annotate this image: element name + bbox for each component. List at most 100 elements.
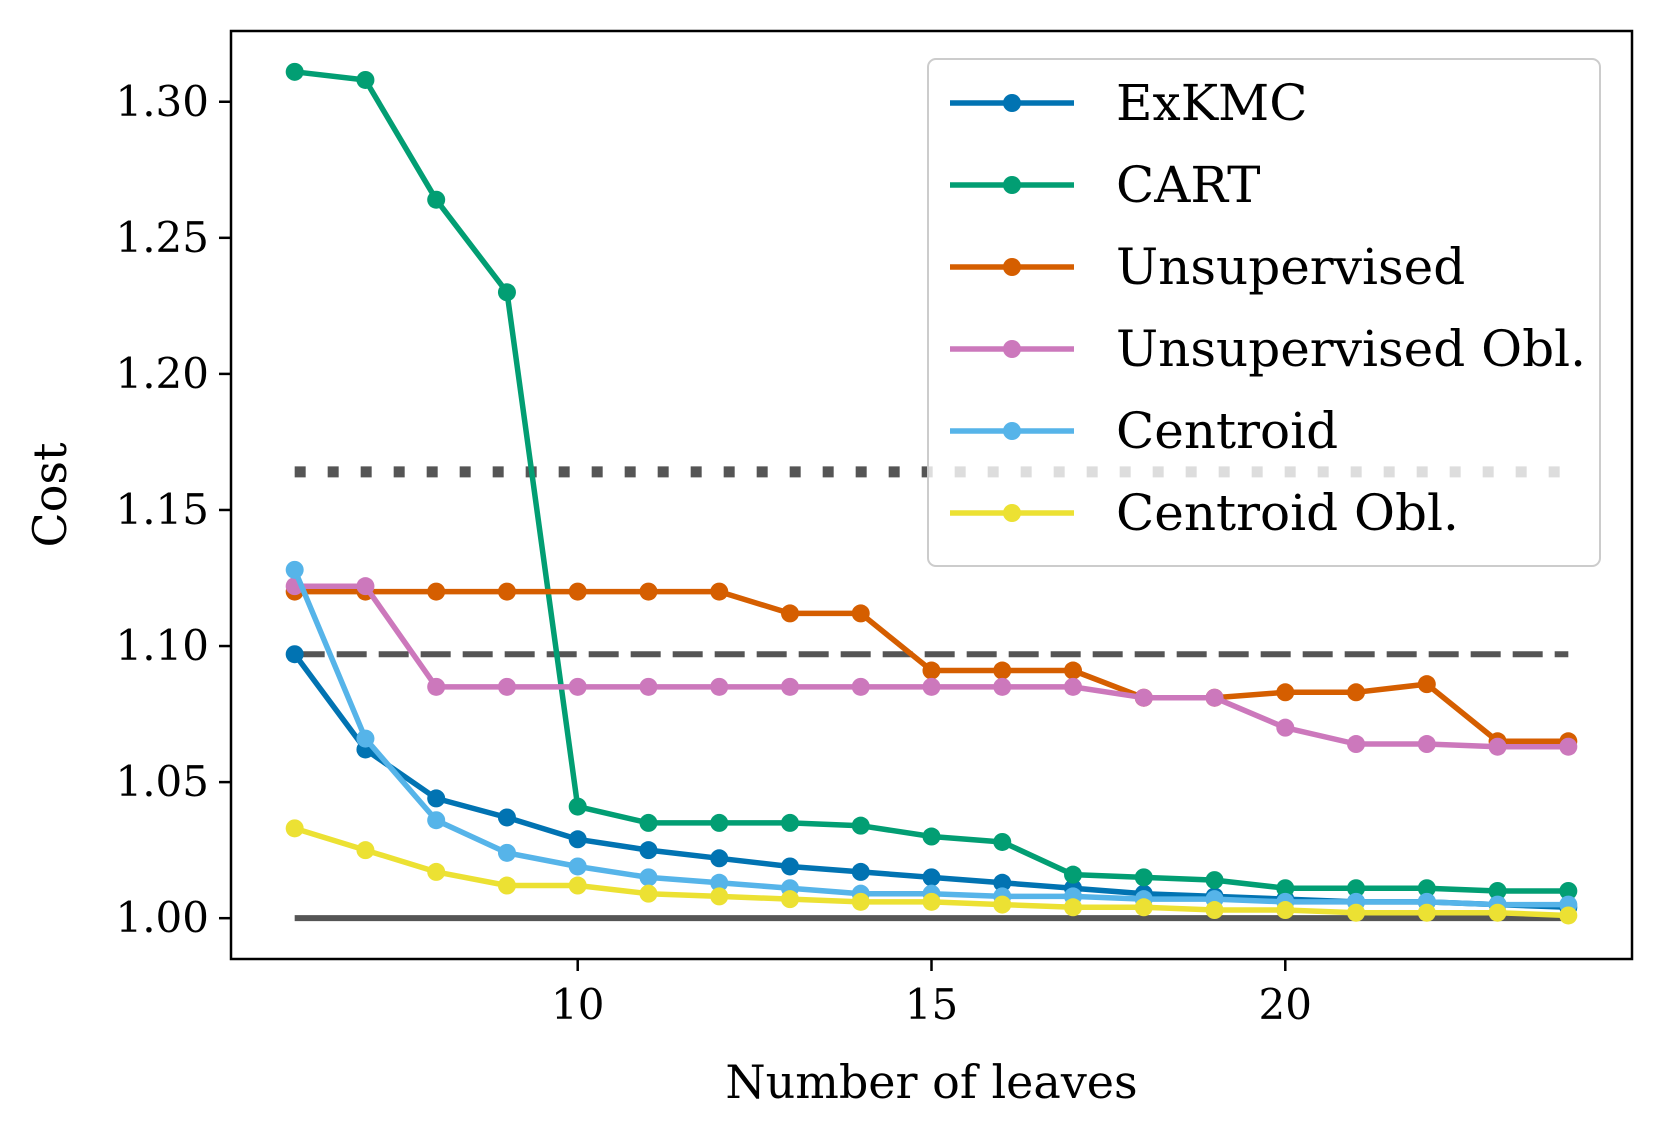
data-point — [922, 868, 941, 887]
legend-label: ExKMC — [1116, 74, 1308, 132]
data-point — [710, 849, 729, 868]
data-point — [1559, 906, 1578, 925]
data-point — [427, 811, 446, 830]
data-point — [993, 873, 1012, 892]
data-point — [710, 582, 729, 601]
data-point — [1064, 898, 1083, 917]
data-point — [285, 645, 304, 664]
data-point — [922, 661, 941, 680]
legend-swatch-marker — [1003, 258, 1021, 276]
legend-item-cart: CART — [950, 156, 1260, 214]
data-point — [285, 560, 304, 579]
data-point — [568, 582, 587, 601]
data-point — [568, 797, 587, 816]
x-tick-label: 10 — [551, 980, 604, 1029]
data-point — [710, 813, 729, 832]
data-point — [710, 873, 729, 892]
legend-item-centroid: Centroid — [950, 402, 1338, 460]
data-point — [497, 808, 516, 827]
data-point — [922, 677, 941, 696]
data-point — [993, 661, 1012, 680]
legend-item-centroid-obl: Centroid Obl. — [950, 484, 1459, 542]
data-point — [780, 677, 799, 696]
data-point — [1347, 879, 1366, 898]
y-tick-label: 1.20 — [115, 349, 209, 398]
data-point — [568, 857, 587, 876]
data-point — [1559, 881, 1578, 900]
data-point — [497, 843, 516, 862]
series-cart — [285, 62, 1578, 900]
data-point — [285, 62, 304, 81]
y-axis-label: Cost — [23, 442, 77, 547]
data-point — [1347, 735, 1366, 754]
y-tick-label: 1.25 — [115, 213, 209, 262]
data-point — [1417, 675, 1436, 694]
data-point — [639, 868, 658, 887]
data-point — [780, 813, 799, 832]
data-point — [993, 895, 1012, 914]
y-tick-label: 1.15 — [115, 485, 209, 534]
legend-item-unsupervised: Unsupervised — [950, 238, 1465, 296]
data-point — [285, 819, 304, 838]
data-point — [1488, 737, 1507, 756]
legend-swatch-marker — [1003, 340, 1021, 358]
data-point — [356, 577, 375, 596]
data-point — [780, 857, 799, 876]
data-point — [568, 876, 587, 895]
data-point — [356, 841, 375, 860]
data-point — [639, 813, 658, 832]
data-point — [427, 789, 446, 808]
data-point — [1276, 683, 1295, 702]
data-point — [1417, 735, 1436, 754]
data-point — [851, 892, 870, 911]
legend-swatch-marker — [1003, 504, 1021, 522]
data-point — [427, 190, 446, 209]
legend-label: CART — [1116, 156, 1260, 214]
y-tick-label: 1.00 — [115, 893, 209, 942]
data-point — [1134, 688, 1153, 707]
data-point — [356, 70, 375, 89]
x-axis-label: Number of leaves — [725, 1055, 1137, 1109]
data-point — [710, 677, 729, 696]
data-point — [1064, 661, 1083, 680]
y-tick-label: 1.30 — [115, 77, 209, 126]
data-point — [1134, 898, 1153, 917]
data-point — [1276, 718, 1295, 737]
data-point — [497, 283, 516, 302]
data-point — [993, 832, 1012, 851]
data-point — [851, 816, 870, 835]
data-point — [1488, 903, 1507, 922]
legend-item-unsupervised-obl: Unsupervised Obl. — [950, 320, 1586, 378]
data-point — [497, 677, 516, 696]
data-point — [1488, 881, 1507, 900]
data-point — [639, 884, 658, 903]
data-point — [427, 862, 446, 881]
x-tick-label: 20 — [1259, 980, 1312, 1029]
legend: ExKMC CART Unsupervised Unsupervised Obl. Ce… — [927, 58, 1601, 567]
data-point — [1205, 871, 1224, 890]
series-group — [285, 62, 1578, 925]
data-point — [639, 841, 658, 860]
data-point — [922, 827, 941, 846]
data-point — [1276, 879, 1295, 898]
y-tick-label: 1.05 — [115, 757, 209, 806]
series-centroid-obl — [285, 819, 1578, 925]
legend-box — [927, 58, 1601, 567]
x-axis-ticks: 10 15 20 — [551, 959, 1312, 1029]
y-tick-label: 1.10 — [115, 621, 209, 670]
data-point — [1417, 879, 1436, 898]
series-unsupervised-obl — [285, 577, 1578, 756]
data-point — [1205, 688, 1224, 707]
legend-items: ExKMC CART Unsupervised Unsupervised Obl. Ce… — [950, 74, 1586, 542]
plot-frame — [229, 29, 1634, 961]
data-point — [1064, 865, 1083, 884]
data-point — [1134, 868, 1153, 887]
data-point — [497, 582, 516, 601]
data-point — [851, 677, 870, 696]
data-point — [568, 677, 587, 696]
data-point — [427, 582, 446, 601]
legend-label: Unsupervised Obl. — [1116, 320, 1586, 378]
data-point — [497, 876, 516, 895]
data-point — [1559, 737, 1578, 756]
